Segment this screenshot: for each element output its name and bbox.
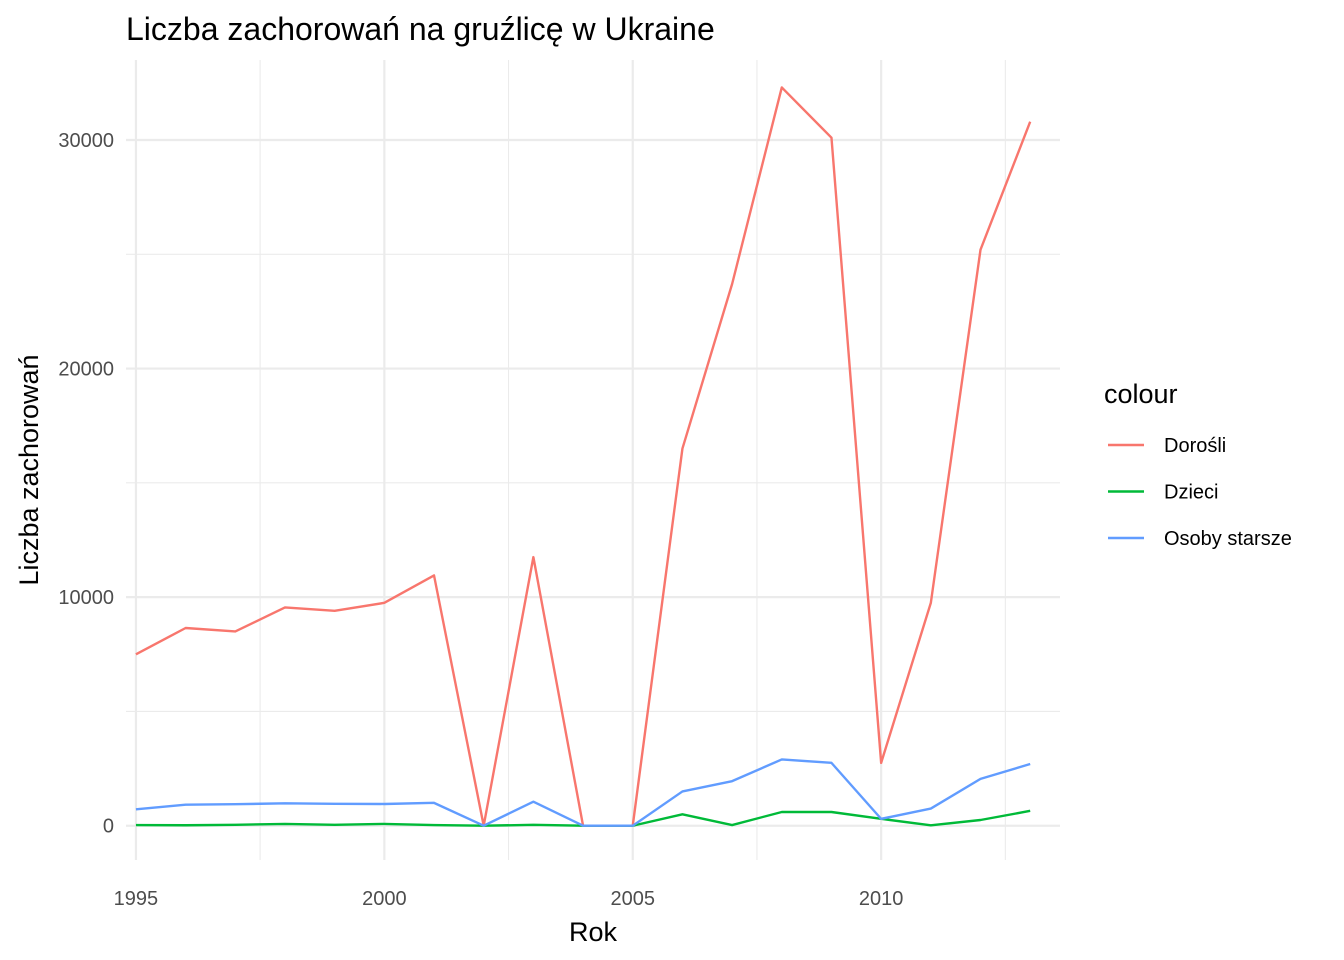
series-lines [135, 86, 1032, 827]
legend-label: Osoby starsze [1164, 528, 1292, 550]
grid [126, 60, 1060, 860]
y-axis-ticks: 0 10000 20000 30000 [58, 130, 114, 838]
y-tick-label: 30000 [58, 130, 114, 152]
legend-title: colour [1104, 379, 1178, 409]
chart-title: Liczba zachorowań na gruźlicę w Ukraine [126, 11, 715, 47]
series-line [135, 758, 1031, 827]
legend-label: Dorośli [1164, 435, 1226, 457]
y-axis-title: Liczba zachorowań [14, 354, 44, 585]
x-axis-title: Rok [569, 917, 618, 947]
x-tick-label: 1995 [114, 888, 159, 910]
x-axis-ticks: 1995 2000 2005 2010 [114, 888, 904, 910]
y-tick-label: 20000 [58, 359, 114, 381]
legend-label: Dzieci [1164, 482, 1218, 504]
y-tick-label: 0 [103, 816, 114, 838]
y-tick-label: 10000 [58, 587, 114, 609]
x-tick-label: 2010 [859, 888, 904, 910]
legend: colour Dorośli Dzieci Osoby starsze [1104, 379, 1292, 550]
x-tick-label: 2005 [610, 888, 655, 910]
series-line [135, 86, 1032, 827]
x-tick-label: 2000 [362, 888, 407, 910]
